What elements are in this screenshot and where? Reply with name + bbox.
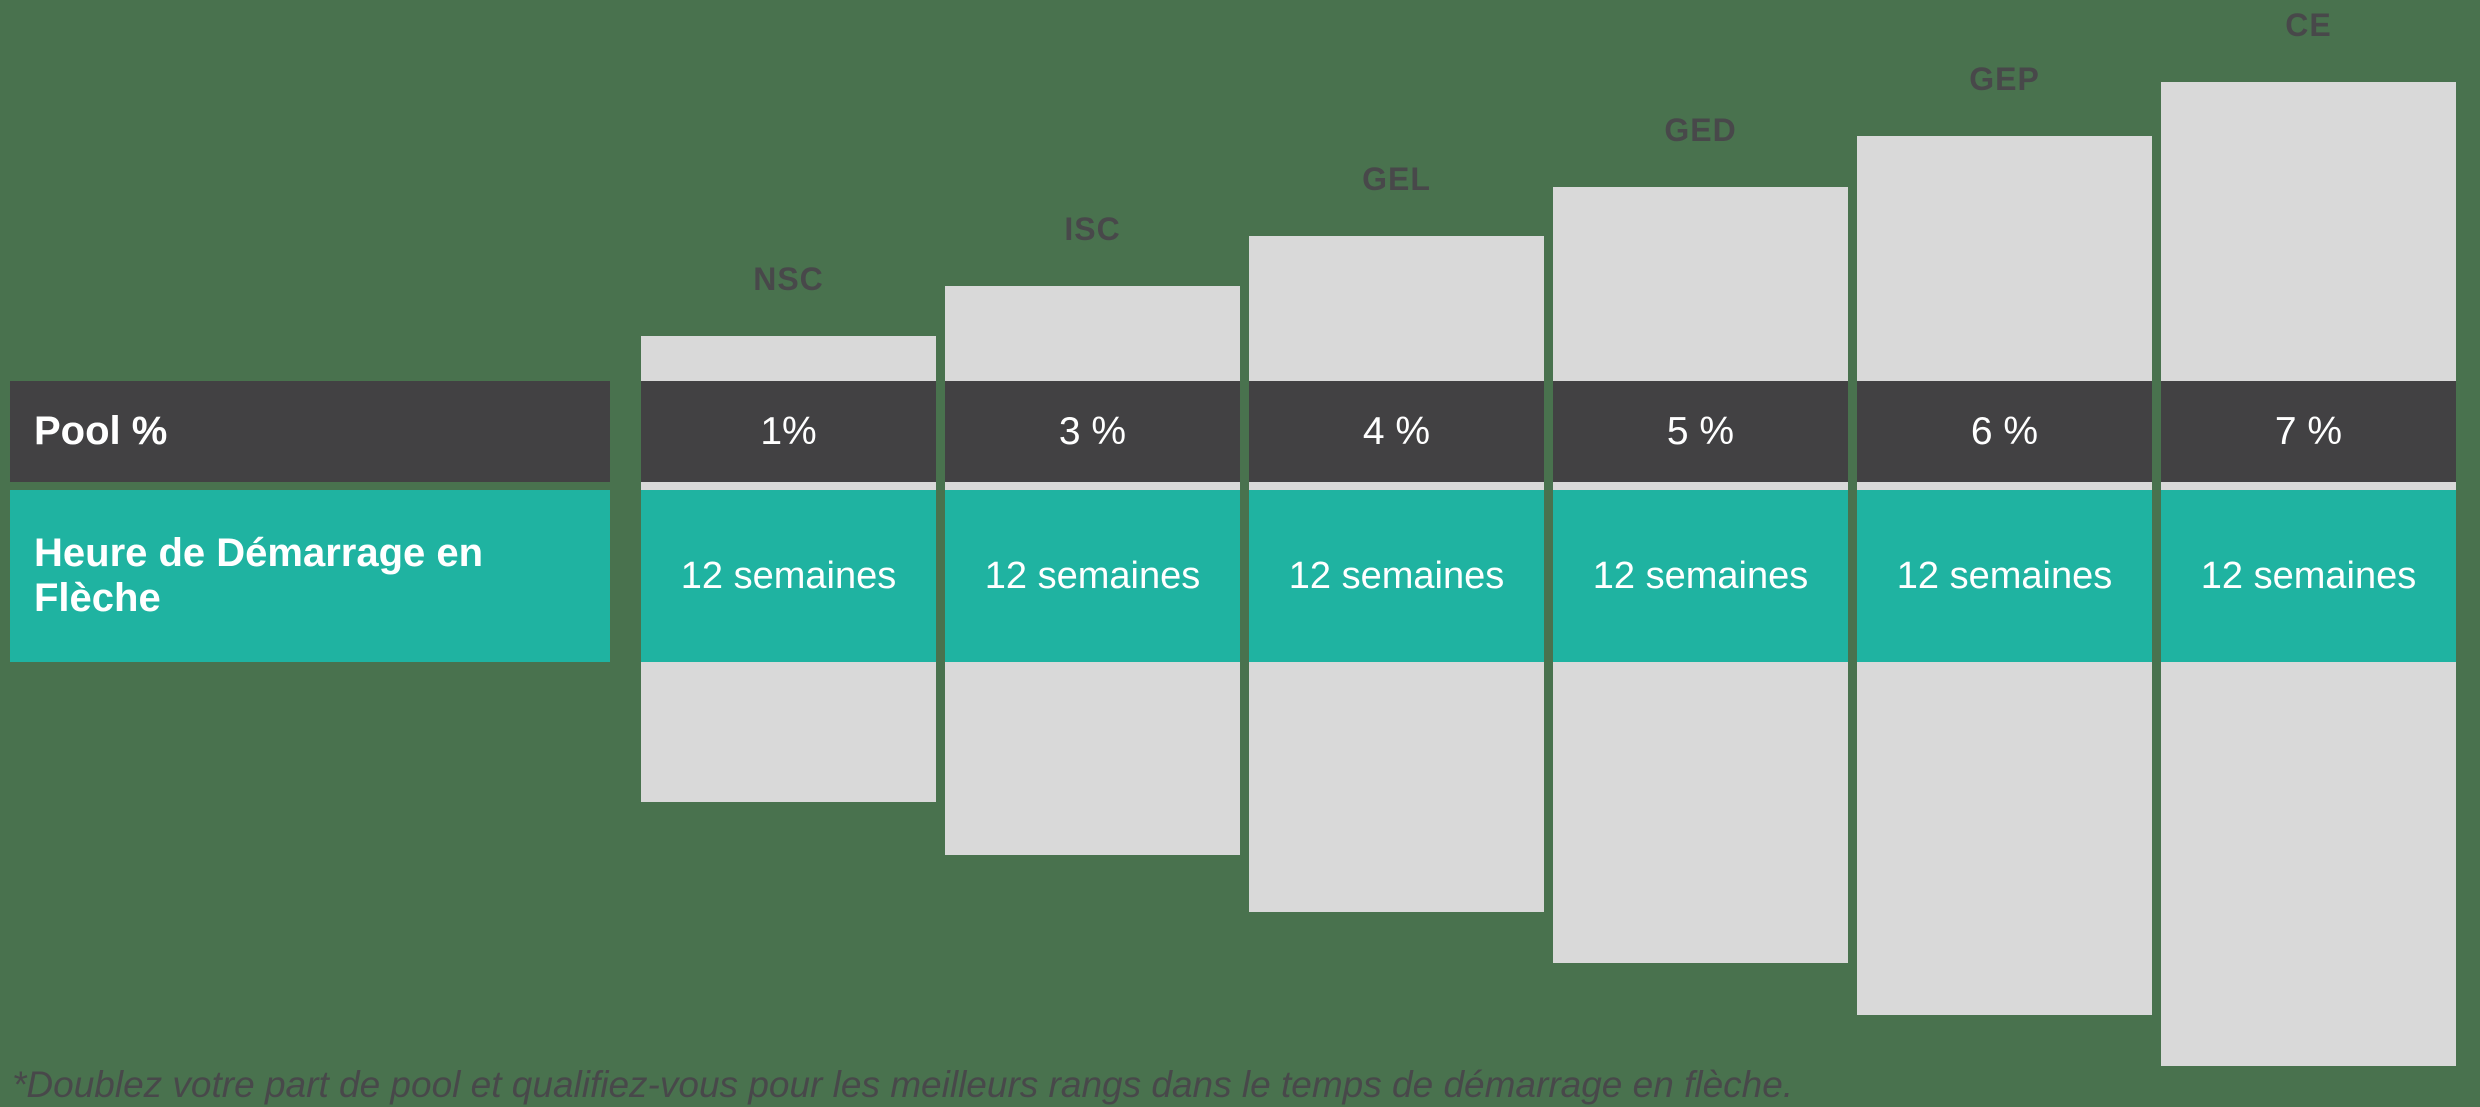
pool-row-header: Pool % [10,381,610,482]
rank-label-ce: CE [2285,7,2332,43]
time-value-isc: 12 semaines [945,490,1240,662]
rank-label-gep: GEP [1969,61,2040,97]
rank-label-isc: ISC [1064,211,1121,247]
pool-row-header-label: Pool % [34,409,168,454]
time-row-header: Heure de Démarrage en Flèche [10,490,610,662]
time-row-header-label: Heure de Démarrage en Flèche [34,531,484,620]
column-ged: GED 5 % 12 semaines [1553,0,1848,1107]
pool-value-ce: 7 % [2161,381,2456,482]
time-value-ged: 12 semaines [1553,490,1848,662]
rank-label-nsc: NSC [753,261,824,297]
rank-label-gel: GEL [1362,161,1431,197]
time-value-ce: 12 semaines [2161,490,2456,662]
column-isc: ISC 3 % 12 semaines [945,0,1240,1107]
pool-value-gep: 6 % [1857,381,2152,482]
time-value-nsc: 12 semaines [641,490,936,662]
pool-value-nsc: 1% [641,381,936,482]
column-gel: GEL 4 % 12 semaines [1249,0,1544,1107]
pool-value-ged: 5 % [1553,381,1848,482]
column-ce: CE 7 % 12 semaines [2161,0,2456,1107]
column-gep: GEP 6 % 12 semaines [1857,0,2152,1107]
footnote: *Doublez votre part de pool et qualifiez… [12,1064,1794,1105]
time-value-gel: 12 semaines [1249,490,1544,662]
rank-label-ged: GED [1664,112,1737,148]
column-nsc: NSC 1% 12 semaines [641,0,936,1107]
pool-value-gel: 4 % [1249,381,1544,482]
pool-value-isc: 3 % [945,381,1240,482]
time-value-gep: 12 semaines [1857,490,2152,662]
